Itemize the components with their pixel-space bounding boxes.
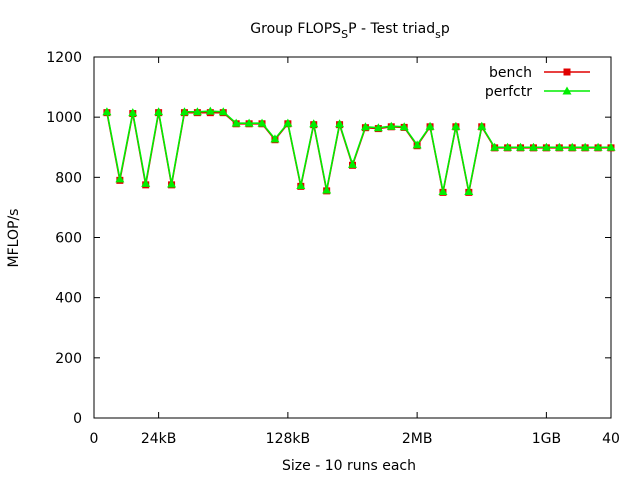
series-bench (103, 109, 615, 196)
x-axis-label: Size - 10 runs each (282, 458, 416, 474)
data-point-perfctr (593, 142, 603, 151)
data-point-perfctr (231, 118, 241, 127)
data-point-perfctr (270, 134, 280, 143)
data-point-perfctr (541, 142, 551, 151)
data-point-perfctr (606, 142, 616, 151)
plot-frame (93, 56, 612, 419)
series-layer (102, 106, 616, 196)
data-point-perfctr (167, 179, 177, 188)
data-point-perfctr (115, 174, 125, 183)
data-point-perfctr (516, 142, 526, 151)
data-point-perfctr (322, 185, 332, 194)
series-line-perfctr (106, 110, 611, 192)
series-perfctr (102, 106, 616, 195)
y-tick-label: 0 (73, 411, 82, 427)
data-point-perfctr (477, 121, 487, 130)
data-point-perfctr (360, 122, 370, 131)
x-tick-label: 0 (90, 431, 99, 447)
y-tick-label: 200 (55, 351, 82, 367)
legend-marker-bench (563, 68, 571, 76)
y-tick-label: 1000 (46, 110, 82, 126)
y-tick-label: 1200 (46, 50, 82, 66)
data-point-perfctr (141, 178, 151, 187)
x-tick-label: 40 (602, 431, 620, 447)
data-point-perfctr (348, 159, 357, 168)
y-tick-label: 400 (55, 291, 82, 307)
data-point-perfctr (451, 121, 461, 130)
data-point-perfctr (244, 118, 254, 127)
y-tick-label: 800 (55, 170, 82, 186)
legend-marker-perfctr (562, 86, 572, 95)
data-point-perfctr (205, 106, 215, 115)
data-point-perfctr (412, 140, 422, 149)
data-point-perfctr (373, 123, 383, 132)
data-point-perfctr (554, 142, 564, 151)
x-tick-label: 128kB (266, 431, 310, 447)
data-point-perfctr (399, 122, 409, 131)
data-point-perfctr (283, 118, 293, 127)
data-point-perfctr (438, 186, 448, 195)
data-point-perfctr (464, 186, 474, 195)
data-point-perfctr (528, 142, 538, 151)
data-point-perfctr (335, 119, 345, 128)
chart-title-mid: P - Test triad (348, 21, 435, 37)
chart-title-main: Group FLOPS (250, 21, 341, 37)
data-point-perfctr (218, 107, 228, 116)
x-tick-label: 1GB (532, 431, 561, 447)
data-point-perfctr (192, 107, 202, 116)
data-point-perfctr (309, 119, 319, 128)
data-point-perfctr (257, 118, 267, 127)
data-point-perfctr (425, 121, 435, 130)
data-point-perfctr (296, 180, 306, 189)
data-point-perfctr (386, 121, 396, 130)
axis-ticks: 0 200 400 600 800 1000 1200 0 24kB 128kB 2MB 1GB 40 (46, 50, 620, 447)
data-point-perfctr (490, 142, 500, 151)
legend-label-bench: bench (489, 65, 532, 81)
y-tick-label: 600 (55, 231, 82, 247)
data-point-perfctr (580, 142, 590, 151)
chart-title-sub1: S (341, 28, 348, 41)
chart-title: Group FLOPSSP - Test triadsp (250, 21, 450, 41)
x-tick-label: 2MB (402, 431, 433, 447)
x-tick-label: 24kB (141, 431, 177, 447)
chart-title-sub2: s (435, 28, 441, 41)
legend: bench perfctr (485, 65, 590, 100)
legend-label-perfctr: perfctr (485, 84, 532, 100)
data-point-perfctr (179, 107, 189, 116)
chart-title-end: p (441, 21, 450, 37)
data-point-perfctr (503, 142, 513, 151)
y-axis-label: MFLOP/s (6, 209, 22, 268)
data-point-perfctr (154, 107, 164, 116)
data-point-perfctr (102, 107, 112, 116)
data-point-perfctr (128, 108, 138, 117)
data-point-perfctr (567, 142, 577, 151)
